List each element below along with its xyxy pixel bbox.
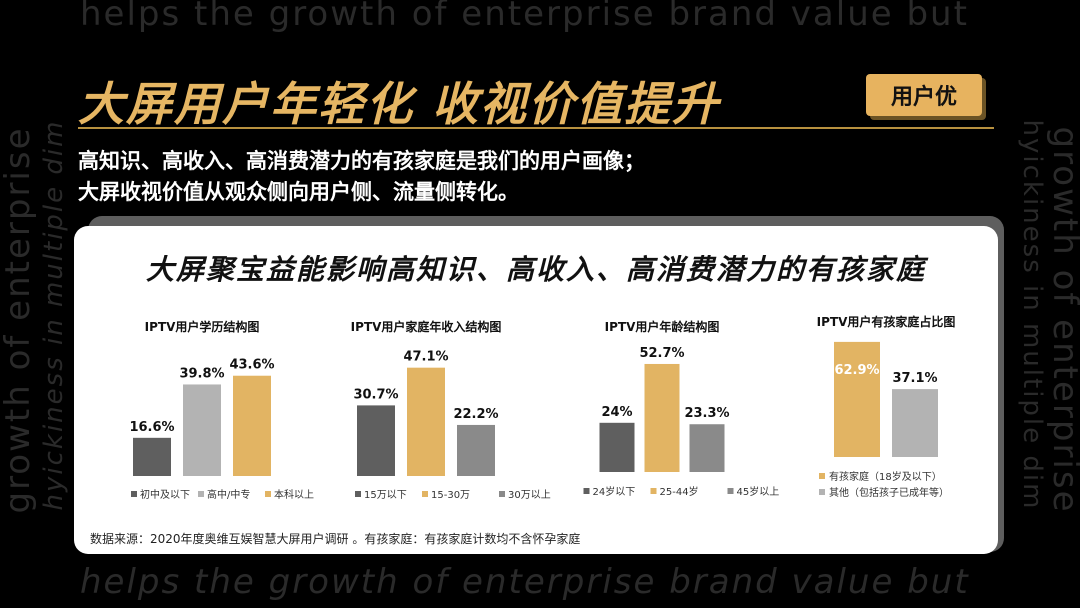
bar-1-2	[183, 384, 221, 476]
title-divider	[78, 127, 994, 129]
bar-label-1-3: 43.6%	[229, 358, 274, 373]
decor-text-left: growth of enterprise	[0, 126, 38, 514]
chart-title-1: IPTV用户学历结构图	[145, 319, 260, 334]
subtitle-line-1: 高知识、高收入、高消费潜力的有孩家庭是我们的用户画像；	[78, 149, 645, 173]
legend-label-3-2: 25-44岁	[660, 485, 699, 498]
bar-1-3	[233, 375, 271, 476]
decor-text-right: growth of enterprise	[1045, 126, 1080, 514]
bar-3-3	[689, 424, 725, 472]
bar-4-2	[892, 389, 938, 457]
data-source-note: 数据来源：2020年度奥维互娱智慧大屏用户调研 。有孩家庭：有孩家庭计数均不含怀…	[90, 532, 581, 546]
legend-swatch-2-2	[422, 491, 428, 497]
bar-label-2-1: 30.7%	[353, 387, 398, 402]
legend-swatch-3-1	[583, 488, 590, 494]
legend-swatch-2-1	[355, 491, 361, 497]
bar-2-1	[357, 405, 395, 476]
bar-label-1-2: 39.8%	[179, 366, 224, 381]
bar-3-2	[644, 363, 680, 472]
bar-label-3-3: 23.3%	[684, 406, 729, 421]
legend-label-2-1: 15万以下	[364, 490, 407, 501]
legend-swatch-1-2	[198, 491, 204, 497]
bar-label-3-1: 24%	[601, 405, 632, 420]
legend-swatch-3-3	[727, 488, 734, 494]
chart-card: 大屏聚宝益能影响高知识、高收入、高消费潜力的有孩家庭 IPTV用户学历结构图 16…	[74, 226, 998, 554]
legend-swatch-4-1	[819, 473, 825, 479]
chart-title-4: IPTV用户有孩家庭占比图	[817, 314, 956, 329]
decor-text-top: helps the growth of enterprise brand val…	[80, 0, 969, 34]
bar-1-1	[133, 437, 171, 476]
legend-label-4-2: 其他（包括孩子已成年等）	[829, 486, 949, 499]
bar-label-4-1: 62.9%	[834, 363, 879, 378]
legend-label-2-3: 30万以上	[508, 489, 551, 501]
decor-text-left-secondary: hyickiness in multiple dim	[39, 119, 69, 511]
legend-swatch-4-2	[819, 489, 825, 495]
bar-2-2	[407, 367, 445, 476]
legend-label-1-2: 高中/中专	[207, 488, 250, 501]
user-badge: 用户优	[866, 74, 982, 116]
legend-label-1-1: 初中及以下	[140, 488, 190, 501]
bar-2-3	[457, 424, 495, 476]
card-title: 大屏聚宝益能影响高知识、高收入、高消费潜力的有孩家庭	[145, 253, 926, 286]
bar-label-1-1: 16.6%	[129, 420, 174, 435]
chart-area: IPTV用户学历结构图 16.6% 39.8% 43.6% 初中及以下 高中/中专 本科以上…	[129, 314, 956, 501]
legend-swatch-2-3	[499, 491, 505, 497]
legend-label-4-1: 有孩家庭（18岁及以下）	[829, 470, 942, 483]
decor-text-right-secondary: hyickiness in multiple dim	[1017, 119, 1047, 511]
chart-title-3: IPTV用户年龄结构图	[605, 319, 720, 334]
legend-label-3-1: 24岁以下	[593, 485, 636, 498]
legend-swatch-3-2	[650, 488, 657, 494]
legend-swatch-1-1	[131, 491, 137, 497]
page-title: 大屏用户年轻化 收视价值提升	[78, 77, 721, 131]
bar-label-2-2: 47.1%	[403, 350, 448, 365]
legend-label-1-3: 本科以上	[274, 488, 314, 501]
bar-label-2-3: 22.2%	[453, 407, 498, 422]
legend-label-3-3: 45岁以上	[737, 485, 780, 498]
decor-text-bottom: helps the growth of enterprise brand val…	[80, 562, 970, 602]
legend-swatch-1-3	[265, 491, 271, 497]
chart-title-2: IPTV用户家庭年收入结构图	[351, 319, 502, 334]
bar-label-4-2: 37.1%	[892, 371, 937, 386]
bar-3-1	[599, 422, 635, 472]
legend-label-2-2: 15-30万	[431, 490, 470, 501]
subtitle-line-2: 大屏收视价值从观众侧向用户侧、流量侧转化。	[78, 180, 519, 204]
bar-label-3-2: 52.7%	[639, 346, 684, 361]
bar-4-1	[834, 341, 880, 457]
